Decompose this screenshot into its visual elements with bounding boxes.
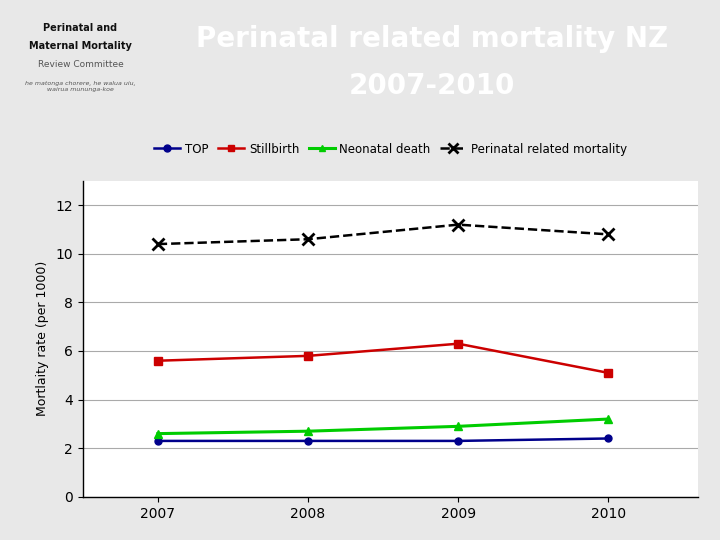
Text: Perinatal related mortality NZ: Perinatal related mortality NZ bbox=[196, 25, 668, 53]
Text: Perinatal and: Perinatal and bbox=[43, 23, 117, 33]
Text: he matonga chorere, he walua uiu,
wairua mununga-koe: he matonga chorere, he walua uiu, wairua… bbox=[25, 81, 136, 92]
Text: Maternal Mortality: Maternal Mortality bbox=[29, 42, 132, 51]
Y-axis label: Mortlaity rate (per 1000): Mortlaity rate (per 1000) bbox=[35, 261, 48, 416]
Text: 2007-2010: 2007-2010 bbox=[348, 72, 516, 100]
Text: Review Committee: Review Committee bbox=[37, 60, 123, 69]
Legend: TOP, Stillbirth, Neonatal death, Perinatal related mortality: TOP, Stillbirth, Neonatal death, Perinat… bbox=[150, 138, 631, 160]
